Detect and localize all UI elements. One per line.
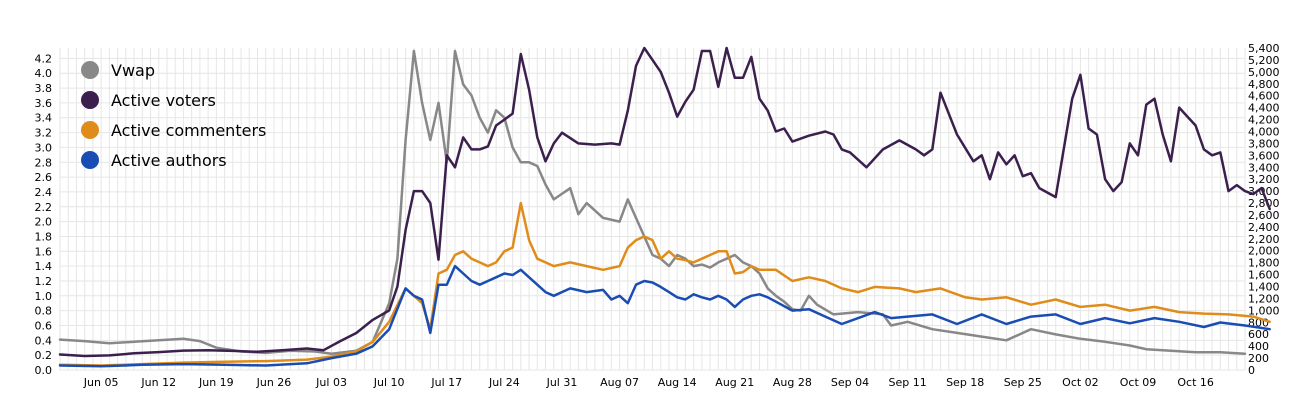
x-tick-label: Jul 31: [546, 376, 578, 389]
y-left-tick-label: 0.2: [35, 349, 53, 362]
x-tick-label: Aug 28: [773, 376, 812, 389]
legend-label: Vwap: [111, 61, 155, 80]
axes: 0.0 0.2 0.4 0.60.8 1.0 1.2 1.4 1.6 1.82.0 2.2 2.4 2…: [35, 42, 1280, 389]
y-right-tick-label: 3,600: [1248, 149, 1280, 162]
y-left-tick-label: 2.8: [35, 156, 53, 169]
y-right-tick-label: 1,000: [1248, 304, 1280, 317]
y-right-tick-label: 1,200: [1248, 292, 1280, 305]
x-tick-label: Sep 11: [888, 376, 926, 389]
y-left-tick-label: 3.8: [35, 82, 53, 95]
x-tick-label: Sep 25: [1004, 376, 1042, 389]
y-right-tick-label: 2,600: [1248, 209, 1280, 222]
legend: Vwap Active voters Active commenters Active…: [81, 61, 266, 170]
y-left-tick-label: 2.6: [35, 171, 53, 184]
x-tick-label: Jun 19: [198, 376, 234, 389]
y-right-tick-label: 4,000: [1248, 125, 1280, 138]
y-right-tick-label: 4,400: [1248, 102, 1280, 115]
legend-label: Active commenters: [111, 121, 266, 140]
y-right-tick-label: 2,200: [1248, 233, 1280, 246]
legend-marker: [81, 91, 99, 109]
x-tick-label: Sep 04: [831, 376, 869, 389]
y-left-tick-label: 4.2: [35, 52, 53, 65]
x-tick-label: Jun 26: [256, 376, 292, 389]
x-tick-label: Aug 07: [600, 376, 639, 389]
x-tick-label: Jun 05: [83, 376, 119, 389]
legend-marker: [81, 61, 99, 79]
x-tick-label: Oct 09: [1120, 376, 1157, 389]
y-right-tick-label: 2,800: [1248, 197, 1280, 210]
y-left-tick-label: 2.4: [35, 186, 53, 199]
grid: [59, 48, 1246, 371]
legend-marker: [81, 121, 99, 139]
y-right-tick-label: 400: [1248, 340, 1269, 353]
x-tick-label: Jul 03: [315, 376, 347, 389]
x-tick-label: Jun 12: [140, 376, 176, 389]
x-tick-label: Oct 02: [1062, 376, 1099, 389]
series-line-active-authors: [58, 264, 1271, 368]
y-right-tick-label: 0: [1248, 364, 1255, 377]
y-left-tick-label: 4.0: [35, 67, 53, 80]
y-right-tick-label: 3,800: [1248, 137, 1280, 150]
y-right-tick-label: 3,200: [1248, 173, 1280, 186]
x-tick-label: Jul 17: [430, 376, 462, 389]
x-tick-label: Aug 14: [658, 376, 697, 389]
x-tick-label: Jul 10: [373, 376, 405, 389]
y-right-tick-label: 2,400: [1248, 221, 1280, 234]
y-right-tick-label: 4,200: [1248, 114, 1280, 127]
series-line-active-voters: [58, 46, 1271, 358]
y-right-tick-label: 600: [1248, 328, 1269, 341]
legend-marker: [81, 151, 99, 169]
y-right-tick-label: 5,000: [1248, 66, 1280, 79]
y-left-tick-label: 3.0: [35, 141, 53, 154]
x-tick-label: Sep 18: [946, 376, 984, 389]
y-right-tick-label: 5,400: [1248, 42, 1280, 55]
y-right-tick-label: 1,600: [1248, 269, 1280, 282]
y-left-tick-label: 0.4: [35, 334, 53, 347]
y-right-tick-label: 200: [1248, 352, 1269, 365]
y-left-tick-label: 0.0: [35, 364, 53, 377]
x-tick-label: Jul 24: [488, 376, 520, 389]
y-right-tick-label: 1,800: [1248, 257, 1280, 270]
x-tick-label: Oct 16: [1177, 376, 1214, 389]
y-left-tick-label: 1.0: [35, 290, 53, 303]
y-left-tick-label: 3.4: [35, 112, 53, 125]
y-left-tick-label: 3.2: [35, 127, 53, 140]
y-right-tick-label: 2,000: [1248, 245, 1280, 258]
x-tick-label: Aug 21: [715, 376, 754, 389]
y-left-tick-label: 1.8: [35, 230, 53, 243]
y-left-tick-label: 1.6: [35, 245, 53, 258]
y-left-tick-label: 0.6: [35, 319, 53, 332]
y-right-tick-label: 4,800: [1248, 78, 1280, 91]
y-right-tick-label: 5,200: [1248, 54, 1280, 67]
y-left-tick-label: 2.0: [35, 216, 53, 229]
y-left-tick-label: 1.2: [35, 275, 53, 288]
y-left-tick-label: 2.2: [35, 201, 53, 214]
y-left-tick-label: 0.8: [35, 305, 53, 318]
y-right-tick-label: 4,600: [1248, 90, 1280, 103]
y-right-tick-label: 1,400: [1248, 281, 1280, 294]
y-left-tick-label: 1.4: [35, 260, 53, 273]
legend-label: Active authors: [111, 151, 227, 170]
series-group: [58, 46, 1271, 368]
y-left-tick-label: 3.6: [35, 97, 53, 110]
y-right-tick-label: 3,400: [1248, 161, 1280, 174]
legend-label: Active voters: [111, 91, 216, 110]
